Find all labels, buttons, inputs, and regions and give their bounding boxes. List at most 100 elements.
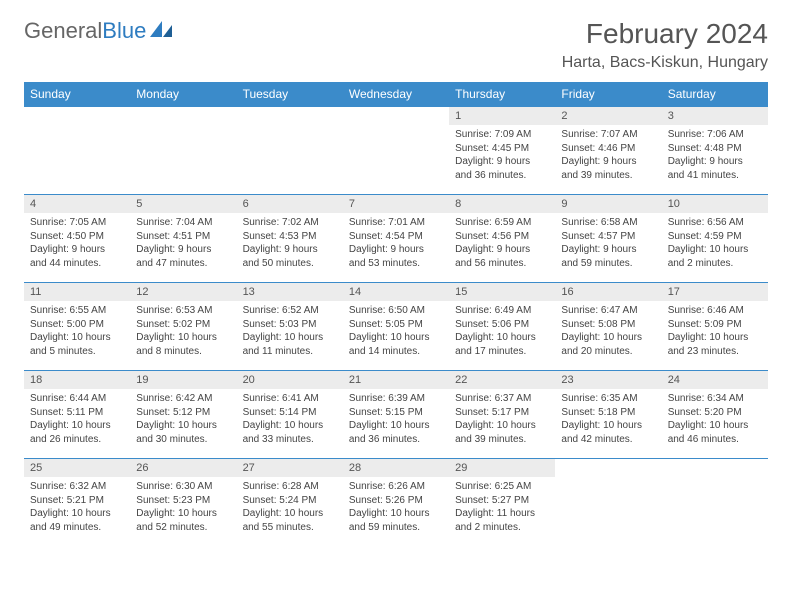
day-details: Sunrise: 7:02 AMSunset: 4:53 PMDaylight:… (237, 213, 343, 276)
day-details: Sunrise: 7:01 AMSunset: 4:54 PMDaylight:… (343, 213, 449, 276)
daylight-text: Daylight: 10 hours and 55 minutes. (243, 507, 337, 534)
sunset-text: Sunset: 5:09 PM (668, 318, 762, 332)
day-details: Sunrise: 6:26 AMSunset: 5:26 PMDaylight:… (343, 477, 449, 540)
day-details: Sunrise: 6:58 AMSunset: 4:57 PMDaylight:… (555, 213, 661, 276)
calendar-head: SundayMondayTuesdayWednesdayThursdayFrid… (24, 82, 768, 107)
sunrise-text: Sunrise: 6:35 AM (561, 392, 655, 406)
day-details: Sunrise: 6:59 AMSunset: 4:56 PMDaylight:… (449, 213, 555, 276)
calendar-cell (343, 107, 449, 195)
calendar-cell: 17Sunrise: 6:46 AMSunset: 5:09 PMDayligh… (662, 283, 768, 371)
daylight-text: Daylight: 10 hours and 39 minutes. (455, 419, 549, 446)
daylight-text: Daylight: 10 hours and 26 minutes. (30, 419, 124, 446)
daylight-text: Daylight: 9 hours and 44 minutes. (30, 243, 124, 270)
day-number: 6 (237, 195, 343, 213)
calendar-cell: 25Sunrise: 6:32 AMSunset: 5:21 PMDayligh… (24, 459, 130, 547)
calendar-cell: 10Sunrise: 6:56 AMSunset: 4:59 PMDayligh… (662, 195, 768, 283)
sunset-text: Sunset: 5:26 PM (349, 494, 443, 508)
sunset-text: Sunset: 4:53 PM (243, 230, 337, 244)
sunset-text: Sunset: 5:21 PM (30, 494, 124, 508)
daylight-text: Daylight: 10 hours and 23 minutes. (668, 331, 762, 358)
sunset-text: Sunset: 4:48 PM (668, 142, 762, 156)
sunrise-text: Sunrise: 6:50 AM (349, 304, 443, 318)
sunrise-text: Sunrise: 7:02 AM (243, 216, 337, 230)
sunrise-text: Sunrise: 7:09 AM (455, 128, 549, 142)
sunrise-text: Sunrise: 6:49 AM (455, 304, 549, 318)
daylight-text: Daylight: 10 hours and 49 minutes. (30, 507, 124, 534)
title-block: February 2024 Harta, Bacs-Kiskun, Hungar… (562, 18, 768, 72)
sunrise-text: Sunrise: 6:37 AM (455, 392, 549, 406)
day-details: Sunrise: 6:39 AMSunset: 5:15 PMDaylight:… (343, 389, 449, 452)
daylight-text: Daylight: 10 hours and 8 minutes. (136, 331, 230, 358)
calendar-cell: 11Sunrise: 6:55 AMSunset: 5:00 PMDayligh… (24, 283, 130, 371)
sunset-text: Sunset: 5:02 PM (136, 318, 230, 332)
page-header: GeneralBlue February 2024 Harta, Bacs-Ki… (24, 18, 768, 72)
daylight-text: Daylight: 10 hours and 20 minutes. (561, 331, 655, 358)
sunset-text: Sunset: 4:45 PM (455, 142, 549, 156)
day-details: Sunrise: 6:46 AMSunset: 5:09 PMDaylight:… (662, 301, 768, 364)
day-number: 8 (449, 195, 555, 213)
day-details: Sunrise: 6:32 AMSunset: 5:21 PMDaylight:… (24, 477, 130, 540)
day-number: 14 (343, 283, 449, 301)
calendar-cell (662, 459, 768, 547)
brand-name-b: Blue (102, 18, 146, 43)
sunrise-text: Sunrise: 6:47 AM (561, 304, 655, 318)
calendar-cell: 16Sunrise: 6:47 AMSunset: 5:08 PMDayligh… (555, 283, 661, 371)
daylight-text: Daylight: 10 hours and 5 minutes. (30, 331, 124, 358)
day-number: 28 (343, 459, 449, 477)
sunrise-text: Sunrise: 6:41 AM (243, 392, 337, 406)
brand-sail-icon (150, 19, 176, 44)
day-number: 7 (343, 195, 449, 213)
sunset-text: Sunset: 4:56 PM (455, 230, 549, 244)
sunset-text: Sunset: 4:50 PM (30, 230, 124, 244)
daylight-text: Daylight: 10 hours and 46 minutes. (668, 419, 762, 446)
calendar-cell: 22Sunrise: 6:37 AMSunset: 5:17 PMDayligh… (449, 371, 555, 459)
day-number: 21 (343, 371, 449, 389)
day-details: Sunrise: 7:05 AMSunset: 4:50 PMDaylight:… (24, 213, 130, 276)
day-number: 27 (237, 459, 343, 477)
sunrise-text: Sunrise: 7:04 AM (136, 216, 230, 230)
calendar-week-row: 18Sunrise: 6:44 AMSunset: 5:11 PMDayligh… (24, 371, 768, 459)
sunset-text: Sunset: 5:18 PM (561, 406, 655, 420)
daylight-text: Daylight: 10 hours and 2 minutes. (668, 243, 762, 270)
brand-logo: GeneralBlue (24, 18, 176, 44)
calendar-cell: 18Sunrise: 6:44 AMSunset: 5:11 PMDayligh… (24, 371, 130, 459)
sunrise-text: Sunrise: 6:34 AM (668, 392, 762, 406)
calendar-cell: 19Sunrise: 6:42 AMSunset: 5:12 PMDayligh… (130, 371, 236, 459)
calendar-cell (237, 107, 343, 195)
calendar-cell: 3Sunrise: 7:06 AMSunset: 4:48 PMDaylight… (662, 107, 768, 195)
calendar-cell: 1Sunrise: 7:09 AMSunset: 4:45 PMDaylight… (449, 107, 555, 195)
calendar-cell: 28Sunrise: 6:26 AMSunset: 5:26 PMDayligh… (343, 459, 449, 547)
sunrise-text: Sunrise: 6:44 AM (30, 392, 124, 406)
day-header: Tuesday (237, 82, 343, 107)
calendar-cell: 21Sunrise: 6:39 AMSunset: 5:15 PMDayligh… (343, 371, 449, 459)
day-number: 26 (130, 459, 236, 477)
sunset-text: Sunset: 4:59 PM (668, 230, 762, 244)
day-details: Sunrise: 6:50 AMSunset: 5:05 PMDaylight:… (343, 301, 449, 364)
daylight-text: Daylight: 9 hours and 59 minutes. (561, 243, 655, 270)
day-details: Sunrise: 6:55 AMSunset: 5:00 PMDaylight:… (24, 301, 130, 364)
day-details: Sunrise: 6:25 AMSunset: 5:27 PMDaylight:… (449, 477, 555, 540)
day-details: Sunrise: 6:56 AMSunset: 4:59 PMDaylight:… (662, 213, 768, 276)
day-number: 11 (24, 283, 130, 301)
sunrise-text: Sunrise: 6:39 AM (349, 392, 443, 406)
sunrise-text: Sunrise: 6:30 AM (136, 480, 230, 494)
calendar-cell: 29Sunrise: 6:25 AMSunset: 5:27 PMDayligh… (449, 459, 555, 547)
calendar-cell: 20Sunrise: 6:41 AMSunset: 5:14 PMDayligh… (237, 371, 343, 459)
sunset-text: Sunset: 5:00 PM (30, 318, 124, 332)
calendar-cell (555, 459, 661, 547)
day-details: Sunrise: 6:42 AMSunset: 5:12 PMDaylight:… (130, 389, 236, 452)
day-number: 19 (130, 371, 236, 389)
sunrise-text: Sunrise: 6:55 AM (30, 304, 124, 318)
calendar-cell: 15Sunrise: 6:49 AMSunset: 5:06 PMDayligh… (449, 283, 555, 371)
sunset-text: Sunset: 5:12 PM (136, 406, 230, 420)
calendar-week-row: 4Sunrise: 7:05 AMSunset: 4:50 PMDaylight… (24, 195, 768, 283)
sunset-text: Sunset: 5:06 PM (455, 318, 549, 332)
day-number: 18 (24, 371, 130, 389)
sunrise-text: Sunrise: 6:25 AM (455, 480, 549, 494)
sunrise-text: Sunrise: 6:42 AM (136, 392, 230, 406)
sunset-text: Sunset: 4:54 PM (349, 230, 443, 244)
calendar-cell: 26Sunrise: 6:30 AMSunset: 5:23 PMDayligh… (130, 459, 236, 547)
sunrise-text: Sunrise: 6:53 AM (136, 304, 230, 318)
daylight-text: Daylight: 10 hours and 36 minutes. (349, 419, 443, 446)
daylight-text: Daylight: 10 hours and 17 minutes. (455, 331, 549, 358)
